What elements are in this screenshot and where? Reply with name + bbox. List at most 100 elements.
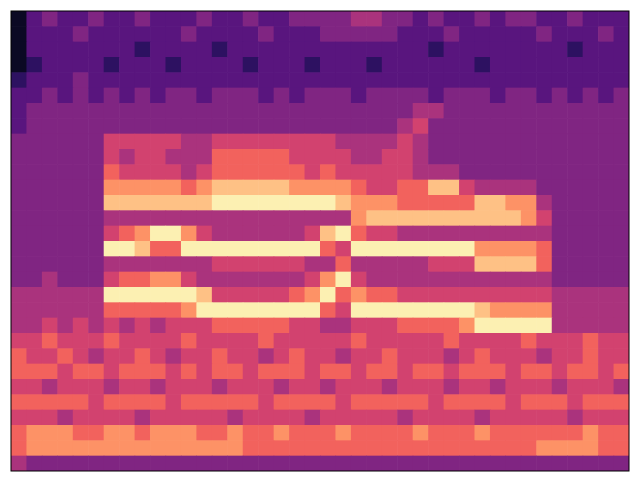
cell xyxy=(150,410,166,426)
cell xyxy=(227,425,243,441)
cell xyxy=(552,440,568,456)
cell xyxy=(243,440,259,456)
cell xyxy=(536,333,552,349)
cell xyxy=(274,394,290,410)
cell xyxy=(614,272,629,288)
cell xyxy=(243,210,259,226)
cell xyxy=(119,379,135,395)
cell xyxy=(289,410,305,426)
cell xyxy=(73,180,89,196)
cell xyxy=(583,210,599,226)
cell xyxy=(258,134,274,150)
cell xyxy=(88,57,104,73)
cell xyxy=(181,11,197,27)
cell xyxy=(351,333,367,349)
cell xyxy=(135,364,151,380)
cell xyxy=(289,272,305,288)
cell xyxy=(57,72,73,88)
cell xyxy=(57,195,73,211)
cell xyxy=(567,57,583,73)
cell xyxy=(521,118,537,134)
cell xyxy=(11,195,27,211)
cell xyxy=(166,103,182,119)
cell xyxy=(583,26,599,42)
cell xyxy=(521,88,537,104)
cell xyxy=(413,57,429,73)
cell xyxy=(73,302,89,318)
cell xyxy=(536,425,552,441)
cell xyxy=(490,149,506,165)
cell xyxy=(57,394,73,410)
cell xyxy=(567,103,583,119)
cell xyxy=(320,272,336,288)
cell xyxy=(459,287,475,303)
cell xyxy=(351,226,367,242)
cell xyxy=(490,42,506,58)
cell xyxy=(42,379,58,395)
cell xyxy=(227,241,243,257)
cell xyxy=(42,394,58,410)
cell xyxy=(119,364,135,380)
cell xyxy=(335,379,351,395)
cell xyxy=(26,103,42,119)
cell xyxy=(26,226,42,242)
cell xyxy=(119,256,135,272)
cell xyxy=(11,241,27,257)
cell xyxy=(196,440,212,456)
cell xyxy=(567,180,583,196)
cell xyxy=(212,456,228,471)
plot-area xyxy=(11,11,630,472)
cell xyxy=(243,256,259,272)
cell xyxy=(258,302,274,318)
cell xyxy=(181,118,197,134)
cell xyxy=(397,26,413,42)
cell xyxy=(57,425,73,441)
cell xyxy=(104,26,120,42)
cell xyxy=(521,379,537,395)
cell xyxy=(351,425,367,441)
cell xyxy=(614,348,629,364)
cell xyxy=(274,118,290,134)
cell xyxy=(598,364,614,380)
cell xyxy=(274,348,290,364)
cell xyxy=(227,42,243,58)
cell xyxy=(536,57,552,73)
cell xyxy=(196,272,212,288)
cell xyxy=(88,164,104,180)
cell xyxy=(166,42,182,58)
cell xyxy=(490,26,506,42)
cell xyxy=(552,118,568,134)
cell xyxy=(150,26,166,42)
cell xyxy=(459,26,475,42)
cell xyxy=(104,164,120,180)
cell xyxy=(521,226,537,242)
cell xyxy=(335,456,351,471)
cell xyxy=(26,210,42,226)
cell xyxy=(475,195,491,211)
cell xyxy=(413,379,429,395)
cell xyxy=(196,134,212,150)
cell xyxy=(475,425,491,441)
cell xyxy=(305,26,321,42)
cell xyxy=(614,11,629,27)
cell xyxy=(166,318,182,334)
cell xyxy=(243,272,259,288)
cell xyxy=(459,394,475,410)
cell xyxy=(428,103,444,119)
cell xyxy=(57,42,73,58)
cell xyxy=(26,333,42,349)
cell xyxy=(614,364,629,380)
cell xyxy=(119,118,135,134)
cell xyxy=(397,410,413,426)
cell xyxy=(335,272,351,288)
cell xyxy=(73,149,89,165)
cell xyxy=(567,272,583,288)
cell xyxy=(196,410,212,426)
cell xyxy=(598,42,614,58)
cell xyxy=(505,72,521,88)
cell xyxy=(289,318,305,334)
cell xyxy=(614,287,629,303)
cell xyxy=(521,364,537,380)
cell xyxy=(583,180,599,196)
cell xyxy=(583,42,599,58)
